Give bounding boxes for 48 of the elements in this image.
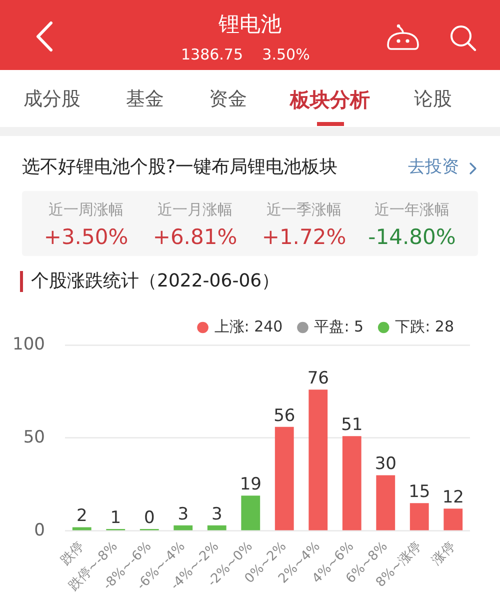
- data-label: 51: [341, 415, 363, 436]
- y-tick-label: 100: [12, 334, 45, 354]
- text: 选不好锂电池个股?一键布局锂电池板块: [22, 156, 338, 178]
- text: +3.50%: [44, 224, 128, 250]
- text: -14.80%: [368, 224, 456, 250]
- text: 成分股: [24, 88, 80, 111]
- data-label: 1: [110, 508, 122, 528]
- y-tick-label: 0: [34, 520, 45, 540]
- text: 近一季涨幅: [266, 200, 342, 219]
- legend-label: 上涨: 240: [214, 317, 283, 336]
- bar: [444, 508, 463, 530]
- bar: [241, 496, 260, 530]
- text: 近一年涨幅: [374, 200, 450, 219]
- bar: [376, 475, 396, 530]
- text: +1.72%: [262, 224, 346, 250]
- data-label: 15: [408, 482, 430, 502]
- bar: [342, 436, 362, 530]
- text: +6.81%: [152, 224, 238, 250]
- legend-label: 下跌: 28: [395, 317, 454, 336]
- text: 锂电池: [218, 12, 282, 36]
- data-label: 76: [307, 368, 329, 389]
- x-tick-label: 跌停: [58, 539, 88, 568]
- legend-label: 平盘: 5: [314, 317, 364, 336]
- bar: [274, 426, 294, 530]
- text: 板块分析: [290, 88, 370, 112]
- text: 近一周涨幅: [48, 200, 124, 219]
- text: 近一月涨幅: [158, 200, 232, 219]
- bar: [207, 525, 226, 530]
- data-label: 2: [76, 506, 88, 526]
- chart-title: 个股涨跌统计（2022-06-06）: [31, 270, 280, 292]
- text: 基金: [126, 88, 164, 111]
- x-tick-label: 涨停: [429, 539, 458, 568]
- bar: [174, 525, 193, 530]
- data-label: 12: [442, 488, 464, 508]
- text: 去投资: [408, 157, 459, 178]
- data-label: 56: [274, 406, 296, 426]
- text: 论股: [414, 88, 452, 111]
- text: 3.50%: [262, 45, 310, 64]
- y-tick-label: 50: [23, 427, 45, 448]
- data-label: 3: [211, 504, 222, 524]
- text: 1386.75: [180, 45, 244, 64]
- data-label: 3: [178, 504, 189, 524]
- text: 资金: [209, 88, 247, 111]
- bar: [410, 503, 429, 530]
- data-label: 19: [240, 474, 262, 495]
- data-label: 30: [374, 454, 396, 474]
- data-label: 0: [144, 508, 155, 528]
- bar: [308, 390, 328, 530]
